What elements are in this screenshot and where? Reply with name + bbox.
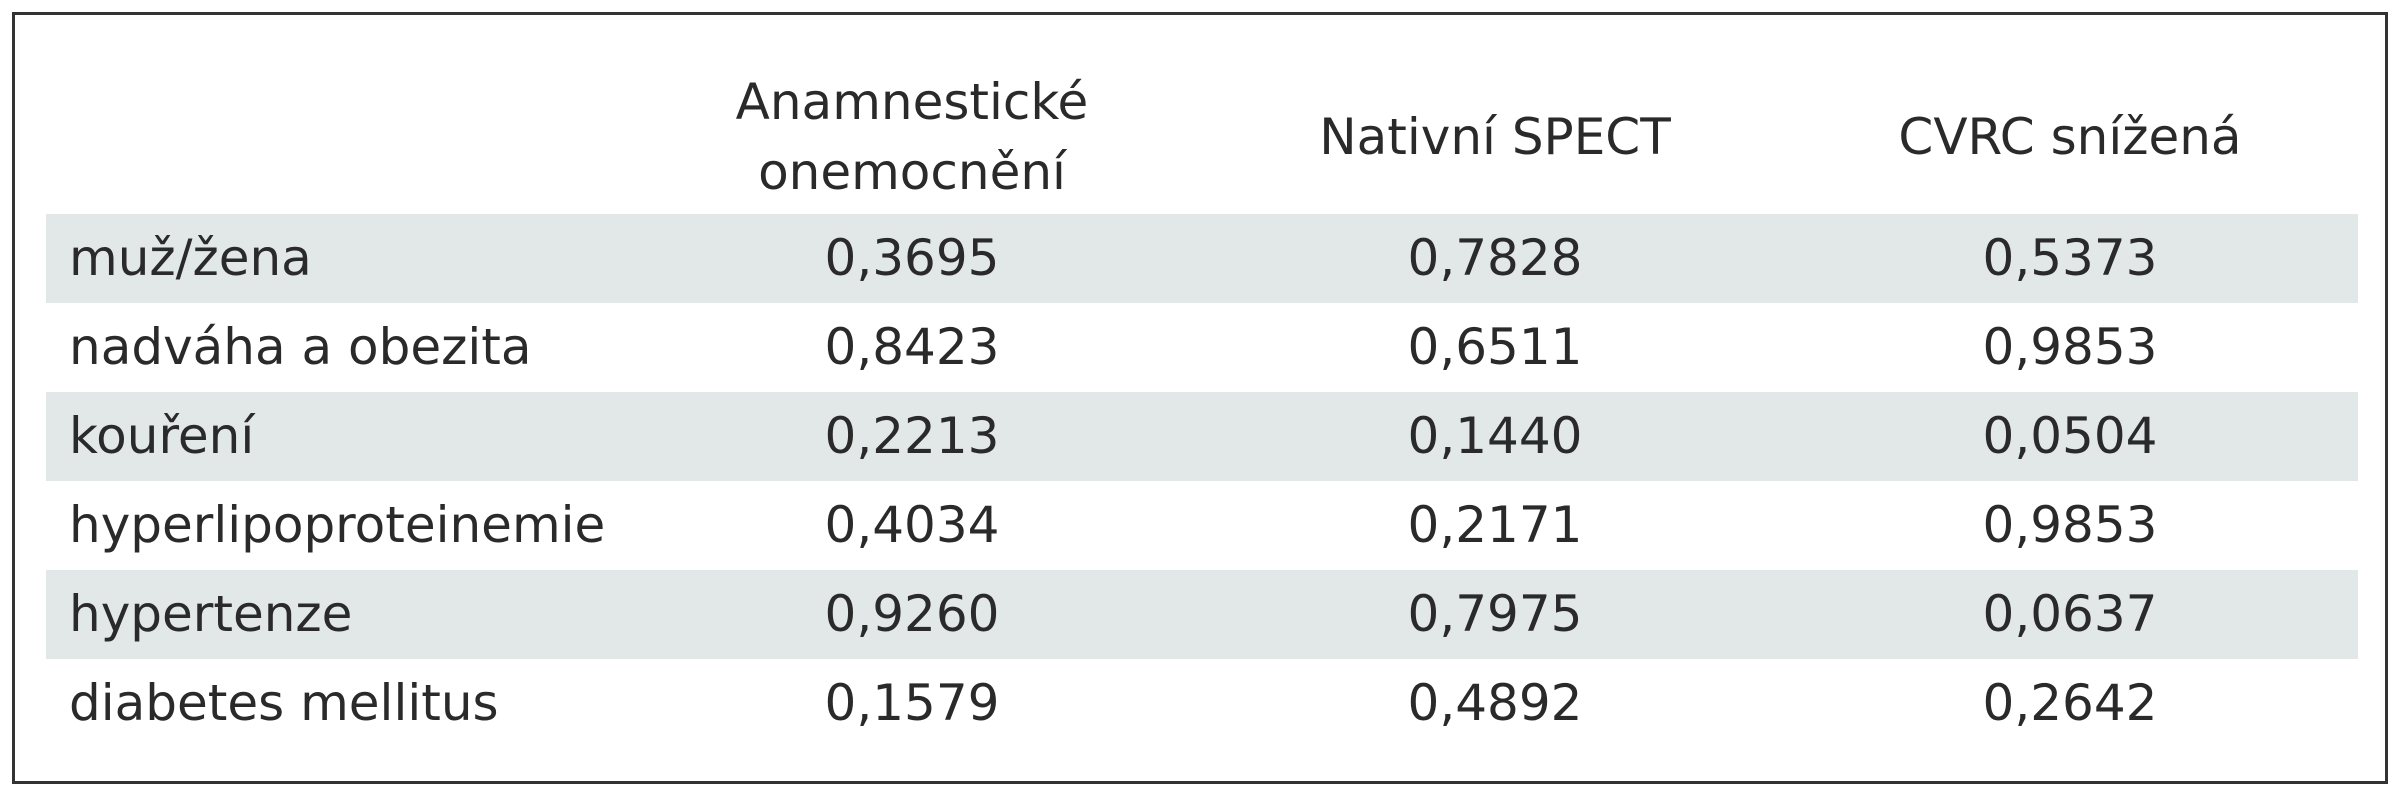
value-cell: 0,9853 [1982,318,2158,376]
value-cell: 0,2213 [824,407,1000,465]
value-cell: 0,2642 [1982,674,2158,732]
value-cell: 0,1440 [1407,407,1583,465]
value-cell: 0,4034 [824,496,1000,554]
row-label: hypertenze [69,585,353,643]
column-header: Anamnestické onemocnění [735,73,1089,201]
row-label: hyperlipoproteinemie [69,496,606,554]
table: Anamnestické onemocnění Nativní SPECT CVRC… [46,60,2358,748]
row-label: kouření [69,407,255,465]
table-row: muž/žena 0,3695 0,7828 0,5373 [46,214,2358,303]
value-cell: 0,2171 [1407,496,1583,554]
table-row: diabetes mellitus 0,1579 0,4892 0,2642 [46,659,2358,748]
row-label: nadváha a obezita [69,318,532,376]
column-header: Nativní SPECT [1319,108,1671,166]
value-cell: 0,1579 [824,674,1000,732]
value-cell: 0,8423 [824,318,1000,376]
value-cell: 0,7975 [1407,585,1583,643]
table-row: kouření 0,2213 0,1440 0,0504 [46,392,2358,481]
value-cell: 0,9853 [1982,496,2158,554]
row-label: diabetes mellitus [69,674,499,732]
table-frame [12,12,2388,784]
value-cell: 0,0637 [1982,585,2158,643]
table-row: hypertenze 0,9260 0,7975 0,0637 [46,570,2358,659]
table-row: nadváha a obezita 0,8423 0,6511 0,9853 [46,303,2358,392]
value-cell: 0,7828 [1407,229,1583,287]
row-label: muž/žena [69,229,312,287]
table-row: hyperlipoproteinemie 0,4034 0,2171 0,9853 [46,481,2358,570]
value-cell: 0,6511 [1407,318,1583,376]
value-cell: 0,4892 [1407,674,1583,732]
value-cell: 0,9260 [824,585,1000,643]
value-cell: 0,0504 [1982,407,2158,465]
header-row: Anamnestické onemocnění Nativní SPECT CVRC… [46,60,2358,214]
value-cell: 0,3695 [824,229,1000,287]
column-header: CVRC snížená [1898,108,2242,166]
value-cell: 0,5373 [1982,229,2158,287]
